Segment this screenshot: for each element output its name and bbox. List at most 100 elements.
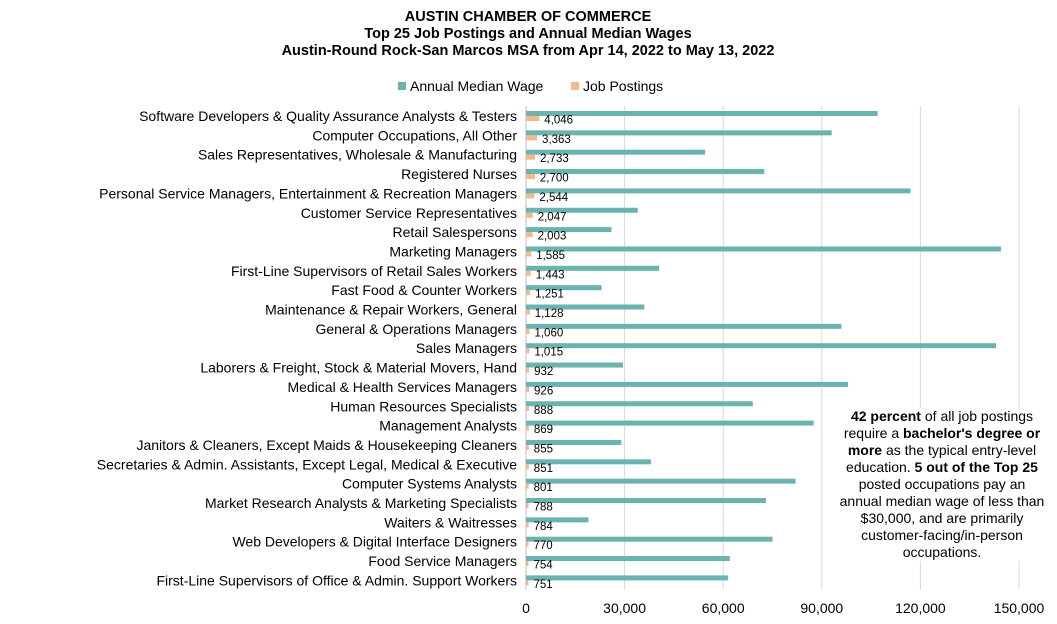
category-label: Waiters & Waitresses bbox=[384, 514, 517, 530]
data-label-job-postings: 754 bbox=[533, 560, 553, 572]
category-label: Laborers & Freight, Stock & Material Mov… bbox=[200, 360, 517, 376]
bar-annual-median-wage bbox=[526, 381, 849, 387]
legend-label-2: Job Postings bbox=[583, 78, 663, 94]
category-label: First-Line Supervisors of Office & Admin… bbox=[156, 572, 517, 588]
data-label-job-postings: 932 bbox=[534, 366, 553, 378]
data-label-job-postings: 869 bbox=[534, 424, 553, 436]
category-label: Market Research Analysts & Marketing Spe… bbox=[205, 495, 517, 511]
category-label: Secretaries & Admin. Assistants, Except … bbox=[97, 456, 517, 472]
category-label: Registered Nurses bbox=[401, 166, 517, 182]
note-bold-2: bachelor's degree or more bbox=[847, 425, 1041, 458]
data-label-job-postings: 784 bbox=[534, 521, 554, 533]
data-label-job-postings: 926 bbox=[534, 385, 553, 397]
data-label-job-postings: 1,015 bbox=[534, 347, 563, 359]
bar-job-postings bbox=[526, 483, 529, 489]
data-label-job-postings: 2,047 bbox=[538, 211, 567, 223]
bar-annual-median-wage bbox=[526, 478, 796, 484]
bar-job-postings bbox=[526, 367, 530, 373]
bar-job-postings bbox=[526, 406, 529, 412]
bar-job-postings bbox=[526, 193, 535, 199]
bar-job-postings bbox=[526, 135, 538, 141]
category-label: Software Developers & Quality Assurance … bbox=[139, 108, 517, 124]
bar-job-postings bbox=[526, 290, 531, 296]
category-label: Web Developers & Digital Interface Desig… bbox=[232, 534, 517, 550]
bar-annual-median-wage bbox=[526, 362, 623, 368]
bar-annual-median-wage bbox=[526, 304, 645, 310]
note-text-2: as the typical entry-level education. bbox=[846, 442, 1037, 475]
note-bold-1: 42 percent bbox=[850, 408, 921, 424]
bar-annual-median-wage bbox=[526, 323, 842, 329]
category-label: Sales Managers bbox=[416, 340, 517, 356]
bar-job-postings bbox=[526, 232, 533, 238]
bar-job-postings bbox=[526, 503, 529, 508]
data-label-job-postings: 1,060 bbox=[534, 327, 563, 339]
category-label: Management Analysts bbox=[379, 418, 517, 434]
category-label: Computer Occupations, All Other bbox=[312, 127, 517, 143]
bar-annual-median-wage bbox=[526, 130, 832, 136]
bar-annual-median-wage bbox=[526, 556, 730, 562]
annotation-note: 42 percent of all job postings require a… bbox=[838, 408, 1046, 561]
note-bold-3: 5 out of the Top 25 bbox=[914, 459, 1038, 475]
category-label: Medical & Health Services Managers bbox=[287, 379, 517, 395]
data-label-job-postings: 801 bbox=[534, 482, 553, 494]
bar-job-postings bbox=[526, 328, 530, 334]
x-tick-label: 90,000 bbox=[800, 600, 843, 616]
bar-job-postings bbox=[526, 541, 529, 547]
note-text-1: of all job postings require a bbox=[843, 408, 1034, 441]
bar-annual-median-wage bbox=[526, 188, 911, 194]
bar-annual-median-wage bbox=[526, 207, 638, 213]
chart-title-line-3: Austin-Round Rock-San Marcos MSA from Ap… bbox=[282, 43, 775, 59]
bar-job-postings bbox=[526, 464, 529, 470]
category-label: Computer Systems Analysts bbox=[342, 476, 517, 492]
data-label-job-postings: 1,128 bbox=[535, 308, 564, 320]
bar-annual-median-wage bbox=[526, 111, 878, 116]
bar-annual-median-wage bbox=[526, 246, 1001, 252]
bar-job-postings bbox=[526, 270, 531, 276]
data-label-job-postings: 2,700 bbox=[540, 173, 569, 185]
category-label: Personal Service Managers, Entertainment… bbox=[99, 185, 517, 201]
bar-job-postings bbox=[526, 174, 535, 180]
legend-swatch-1 bbox=[398, 82, 406, 90]
bar-annual-median-wage bbox=[526, 343, 996, 349]
x-tick-label: 150,000 bbox=[994, 600, 1045, 616]
bar-annual-median-wage bbox=[526, 285, 602, 291]
bar-job-postings bbox=[526, 348, 530, 354]
data-label-job-postings: 3,363 bbox=[542, 134, 571, 146]
category-label: Retail Salespersons bbox=[392, 224, 517, 240]
bar-annual-median-wage bbox=[526, 149, 706, 155]
category-label: Fast Food & Counter Workers bbox=[331, 282, 517, 298]
bar-job-postings bbox=[526, 425, 529, 431]
note-text-3: posted occupations pay an annual median … bbox=[839, 476, 1045, 560]
bar-job-postings bbox=[526, 212, 533, 218]
bar-annual-median-wage bbox=[526, 227, 612, 233]
x-tick-label: 0 bbox=[522, 600, 530, 616]
bar-job-postings bbox=[526, 522, 529, 528]
bar-job-postings bbox=[526, 444, 529, 450]
data-label-job-postings: 851 bbox=[534, 463, 553, 475]
bar-job-postings bbox=[526, 154, 535, 160]
data-label-job-postings: 2,003 bbox=[538, 231, 567, 243]
data-label-job-postings: 2,544 bbox=[539, 192, 568, 204]
data-label-job-postings: 2,733 bbox=[540, 153, 569, 165]
data-label-job-postings: 788 bbox=[534, 502, 553, 514]
bar-job-postings bbox=[526, 561, 529, 567]
bar-job-postings bbox=[526, 309, 530, 315]
bar-annual-median-wage bbox=[526, 575, 729, 581]
data-label-job-postings: 770 bbox=[534, 540, 553, 552]
category-label: Maintenance & Repair Workers, General bbox=[265, 302, 517, 318]
data-label-job-postings: 1,585 bbox=[536, 250, 565, 262]
bar-annual-median-wage bbox=[526, 401, 753, 407]
category-label: Food Service Managers bbox=[368, 553, 517, 569]
category-label: Human Resources Specialists bbox=[330, 398, 517, 414]
bar-annual-median-wage bbox=[526, 420, 814, 426]
data-label-job-postings: 751 bbox=[533, 579, 552, 591]
bar-job-postings bbox=[526, 116, 540, 121]
bar-job-postings bbox=[526, 580, 529, 586]
bar-annual-median-wage bbox=[526, 517, 589, 523]
x-tick-label: 30,000 bbox=[603, 600, 646, 616]
bar-job-postings bbox=[526, 251, 532, 257]
legend-swatch-2 bbox=[571, 82, 579, 90]
bar-job-postings bbox=[526, 386, 530, 392]
category-label: Customer Service Representatives bbox=[301, 205, 517, 221]
